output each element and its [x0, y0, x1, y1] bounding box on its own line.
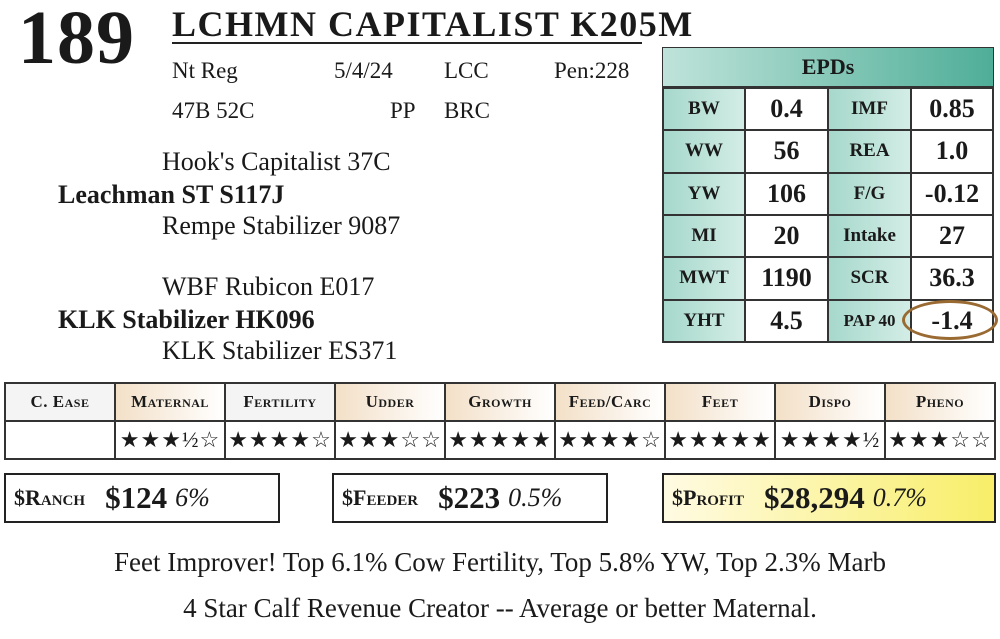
- ratings-table: C. Ease Maternal Fertility Udder Growth …: [4, 382, 996, 460]
- rating-stars: ★★★½☆: [115, 421, 225, 459]
- profit-index-amount: $28,294: [763, 480, 865, 515]
- brand-code: BRC: [444, 98, 491, 123]
- feeder-index-percentile: 0.5%: [508, 483, 563, 512]
- dam-sire: WBF Rubicon E017: [162, 272, 375, 301]
- epd-label: YW: [663, 172, 745, 215]
- epd-table: EPDs BW 0.4 IMF 0.85 WW 56 REA 1.0 YW 10…: [662, 47, 994, 343]
- rating-stars: ★★★★☆: [225, 421, 335, 459]
- epd-label: YHT: [663, 299, 745, 342]
- epd-label: PAP 40: [828, 299, 911, 342]
- rating-header: Fertility: [225, 383, 335, 421]
- breeder-code: LCC: [444, 58, 489, 83]
- epd-value: 0.4: [745, 88, 828, 131]
- rating-header: Feet: [665, 383, 775, 421]
- ranch-index-box: $Ranch $124 6%: [4, 473, 280, 523]
- rating-header: Growth: [445, 383, 555, 421]
- profit-index-label: $Profit: [672, 485, 744, 510]
- epd-label: REA: [828, 130, 911, 173]
- rating-header: C. Ease: [5, 383, 115, 421]
- birth-date: 5/4/24: [334, 58, 393, 83]
- dam: KLK Stabilizer HK096: [58, 305, 315, 334]
- feeder-index-label: $Feeder: [342, 485, 419, 510]
- animal-name: LCHMN CAPITALIST K205M: [172, 4, 694, 44]
- lot-number: 189: [18, 0, 135, 80]
- rating-header: Dispo: [775, 383, 885, 421]
- epd-label: MWT: [663, 257, 745, 300]
- epd-label: F/G: [828, 172, 911, 215]
- rating-stars: ★★★★★: [665, 421, 775, 459]
- sire: Leachman ST S117J: [58, 180, 285, 209]
- profit-index-percentile: 0.7%: [872, 483, 927, 512]
- rating-stars: ★★★☆☆: [335, 421, 445, 459]
- epd-label: MI: [663, 214, 745, 258]
- epd-value: 56: [745, 130, 828, 173]
- feeder-index-amount: $223: [438, 480, 501, 515]
- rating-header: Maternal: [115, 383, 225, 421]
- polled-status: PP: [390, 98, 416, 123]
- ranch-index-amount: $124: [105, 480, 168, 515]
- registration: Nt Reg: [172, 58, 238, 83]
- ranch-index-label: $Ranch: [14, 485, 86, 510]
- rating-stars: [5, 421, 115, 459]
- rating-stars: ★★★☆☆: [885, 421, 995, 459]
- sire-dam: Rempe Stabilizer 9087: [162, 211, 401, 240]
- sire-sire: Hook's Capitalist 37C: [162, 147, 391, 176]
- epd-table-title: EPDs: [662, 47, 994, 87]
- rating-stars: ★★★★☆: [555, 421, 665, 459]
- rating-header: Udder: [335, 383, 445, 421]
- epd-value: 1190: [745, 257, 828, 300]
- comment-line-2: 4 Star Calf Revenue Creator -- Average o…: [183, 593, 817, 623]
- dam-dam: KLK Stabilizer ES371: [162, 336, 398, 365]
- rating-header: Pheno: [885, 383, 995, 421]
- feeder-index-box: $Feeder $223 0.5%: [332, 473, 608, 523]
- pen-number: Pen:228: [554, 58, 630, 83]
- epd-value: 1.0: [911, 130, 993, 173]
- title-underline: [172, 42, 642, 44]
- rating-stars: ★★★★★: [445, 421, 555, 459]
- comment-line-1: Feet Improver! Top 6.1% Cow Fertility, T…: [113, 547, 886, 577]
- rating-stars: ★★★★½: [775, 421, 885, 459]
- pap-highlight-circle: [902, 300, 998, 340]
- epd-label: IMF: [828, 88, 911, 131]
- tattoo: 47B 52C: [172, 98, 255, 123]
- epd-grid: BW 0.4 IMF 0.85 WW 56 REA 1.0 YW 106 F/G…: [662, 87, 994, 343]
- epd-value: 106: [745, 172, 828, 215]
- ranch-index-percentile: 6%: [175, 483, 210, 512]
- epd-value: 4.5: [745, 299, 828, 342]
- epd-label: Intake: [828, 214, 911, 258]
- rating-header: Feed/Carc: [555, 383, 665, 421]
- epd-value: 27: [911, 214, 993, 258]
- epd-label: BW: [663, 88, 745, 131]
- profit-index-box: $Profit $28,294 0.7%: [662, 473, 996, 523]
- epd-label: SCR: [828, 257, 911, 300]
- epd-value: 20: [745, 214, 828, 258]
- epd-value: 36.3: [911, 257, 993, 300]
- epd-label: WW: [663, 130, 745, 173]
- epd-value: -0.12: [911, 172, 993, 215]
- epd-value: 0.85: [911, 88, 993, 131]
